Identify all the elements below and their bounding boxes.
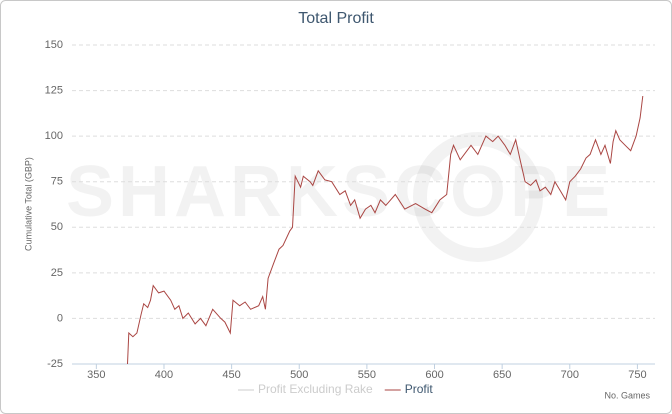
legend-label: Profit [405, 382, 434, 396]
y-tick-label: 0 [57, 312, 63, 324]
x-tick-label: 500 [290, 369, 308, 381]
x-tick-label: 450 [222, 369, 240, 381]
y-tick-label: 125 [45, 84, 63, 96]
x-tick-label: 350 [87, 369, 105, 381]
x-axis-label: No. Games [604, 390, 650, 400]
legend-label: Profit Excluding Rake [258, 382, 373, 396]
x-tick-label: 400 [155, 369, 173, 381]
y-tick-label: 100 [45, 130, 63, 142]
x-tick-label: 550 [358, 369, 376, 381]
y-tick-label: 50 [51, 221, 63, 233]
x-tick-label: 700 [561, 369, 579, 381]
x-tick-label: 750 [628, 369, 646, 381]
y-tick-label: 75 [51, 176, 63, 188]
y-tick-label: 25 [51, 267, 63, 279]
y-tick-label: -25 [47, 358, 63, 370]
y-axis-label: Cumulative Total (GBP) [23, 157, 33, 251]
chart-title: Total Profit [298, 10, 374, 27]
y-tick-label: 150 [45, 39, 63, 51]
x-tick-label: 650 [493, 369, 511, 381]
profit-line [127, 95, 644, 365]
x-tick-label: 600 [425, 369, 443, 381]
watermark-scope [413, 132, 543, 262]
